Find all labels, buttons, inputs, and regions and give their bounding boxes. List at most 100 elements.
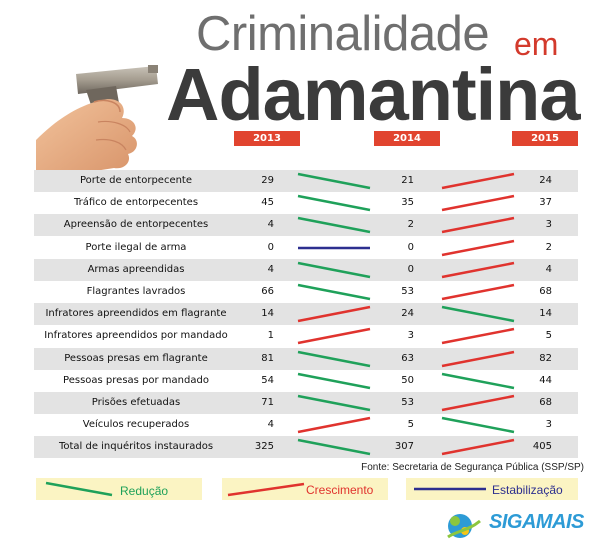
row-label: Infratores apreendidos em flagrante xyxy=(45,308,227,320)
value-2014: 63 xyxy=(401,352,414,364)
trend-line-2013-2014 xyxy=(297,261,371,279)
title-line1: Criminalidade xyxy=(196,7,490,61)
row-label: Flagrantes lavrados xyxy=(86,286,186,297)
row-label: Apreensão de entorpecentes xyxy=(63,219,209,231)
trend-line-2013-2014 xyxy=(297,305,371,323)
value-2013: 1 xyxy=(267,330,274,342)
legend-reduction: Redução xyxy=(36,478,202,500)
value-2015: 5 xyxy=(545,330,552,342)
trend-line-2014-2015 xyxy=(441,239,515,256)
row-label: Porte de entorpecente xyxy=(79,175,193,186)
value-2013: 71 xyxy=(261,397,274,408)
value-2013: 0 xyxy=(267,241,274,253)
value-2013: 4 xyxy=(267,263,274,275)
trend-line-2014-2015 xyxy=(441,217,515,234)
growth-line-icon xyxy=(227,482,305,497)
trend-line-2013-2014 xyxy=(298,246,370,249)
trend-line-2013-2014 xyxy=(297,416,371,434)
trend-line-2014-2015 xyxy=(441,261,515,279)
value-2014: 35 xyxy=(401,197,414,209)
trend-line-2014-2015 xyxy=(441,283,515,301)
value-2015: 14 xyxy=(539,308,552,320)
value-2013: 66 xyxy=(261,286,274,297)
value-2014: 53 xyxy=(401,397,414,408)
title-em: em xyxy=(514,26,559,62)
year-2013-header: 2013 xyxy=(234,131,300,146)
value-2015: 82 xyxy=(539,352,552,364)
legend-stable-label: Estabilização xyxy=(492,483,563,497)
row-label: Armas apreendidas xyxy=(87,263,185,275)
value-2014: 5 xyxy=(407,419,414,431)
value-2014: 0 xyxy=(407,263,414,275)
value-2015: 24 xyxy=(539,175,552,186)
trend-line-2014-2015 xyxy=(441,350,515,367)
year-2015-header: 2015 xyxy=(512,131,578,146)
value-2015: 4 xyxy=(545,263,552,275)
trend-line-2013-2014 xyxy=(297,217,371,234)
value-2014: 50 xyxy=(401,374,414,386)
table-row xyxy=(34,392,578,414)
value-2015: 405 xyxy=(532,441,552,453)
trend-line-2014-2015 xyxy=(441,416,515,434)
row-label: Pessoas presas em flagrante xyxy=(64,352,208,364)
value-2015: 68 xyxy=(539,286,552,297)
row-label: Veículos recuperados xyxy=(82,419,190,431)
trend-line-2013-2014 xyxy=(297,283,371,301)
trend-line-2013-2014 xyxy=(297,328,371,345)
value-2013: 4 xyxy=(267,219,274,231)
source-note: Fonte: Secretaria de Segurança Pública (… xyxy=(361,462,584,473)
row-label: Total de inquéritos instaurados xyxy=(58,441,214,453)
trend-line-2013-2014 xyxy=(297,350,371,367)
row-label: Prisões efetuadas xyxy=(91,397,181,408)
trend-line-2014-2015 xyxy=(441,372,515,390)
value-2013: 29 xyxy=(261,175,274,186)
value-2013: 45 xyxy=(261,197,274,209)
value-2013: 325 xyxy=(254,441,274,453)
trend-line-2014-2015 xyxy=(441,439,515,456)
sigamais-logo xyxy=(447,514,481,539)
trend-line-2013-2014 xyxy=(297,394,371,412)
table-row xyxy=(34,303,578,326)
value-2015: 3 xyxy=(545,219,552,231)
row-label: Infratores apreendidos por mandado xyxy=(44,330,228,342)
row-label: Pessoas presas por mandado xyxy=(63,374,209,386)
legend-growth: Crescimento xyxy=(222,478,388,500)
value-2015: 37 xyxy=(539,197,552,209)
table-row xyxy=(34,436,578,459)
value-2013: 81 xyxy=(261,352,274,364)
stable-line-icon xyxy=(414,487,486,491)
trend-line-2014-2015 xyxy=(441,305,515,323)
value-2014: 2 xyxy=(407,219,414,231)
trend-line-2013-2014 xyxy=(297,172,371,190)
value-2014: 307 xyxy=(394,441,414,453)
value-2014: 3 xyxy=(407,330,414,342)
title-line2: Adamantina xyxy=(166,53,581,136)
value-2015: 68 xyxy=(539,397,552,408)
value-2014: 21 xyxy=(401,175,414,186)
legend-growth-label: Crescimento xyxy=(306,483,374,497)
value-2014: 24 xyxy=(401,308,414,320)
reduction-line-icon xyxy=(45,481,113,497)
sigamais-logo-text: SIGAMAIS xyxy=(489,511,584,533)
value-2015: 44 xyxy=(539,374,552,386)
table-row xyxy=(34,258,578,281)
row-label: Tráfico de entorpecentes xyxy=(73,197,199,209)
trend-line-2013-2014 xyxy=(297,372,371,390)
table-row xyxy=(34,347,578,370)
value-2015: 3 xyxy=(545,419,552,431)
trend-line-2014-2015 xyxy=(441,194,515,212)
value-2014: 0 xyxy=(407,241,414,253)
value-2013: 14 xyxy=(261,308,274,320)
year-2014-header: 2014 xyxy=(374,131,440,146)
trend-line-2014-2015 xyxy=(441,172,515,190)
row-label: Porte ilegal de arma xyxy=(85,241,187,253)
value-2015: 2 xyxy=(545,241,552,253)
value-2014: 53 xyxy=(401,286,414,297)
legend-stable: Estabilização xyxy=(406,478,578,500)
trend-line-2014-2015 xyxy=(441,328,515,345)
value-2013: 54 xyxy=(261,374,274,386)
table-row xyxy=(34,214,578,237)
table-row xyxy=(34,170,578,192)
value-2013: 4 xyxy=(267,419,274,431)
trend-line-2013-2014 xyxy=(297,439,371,456)
